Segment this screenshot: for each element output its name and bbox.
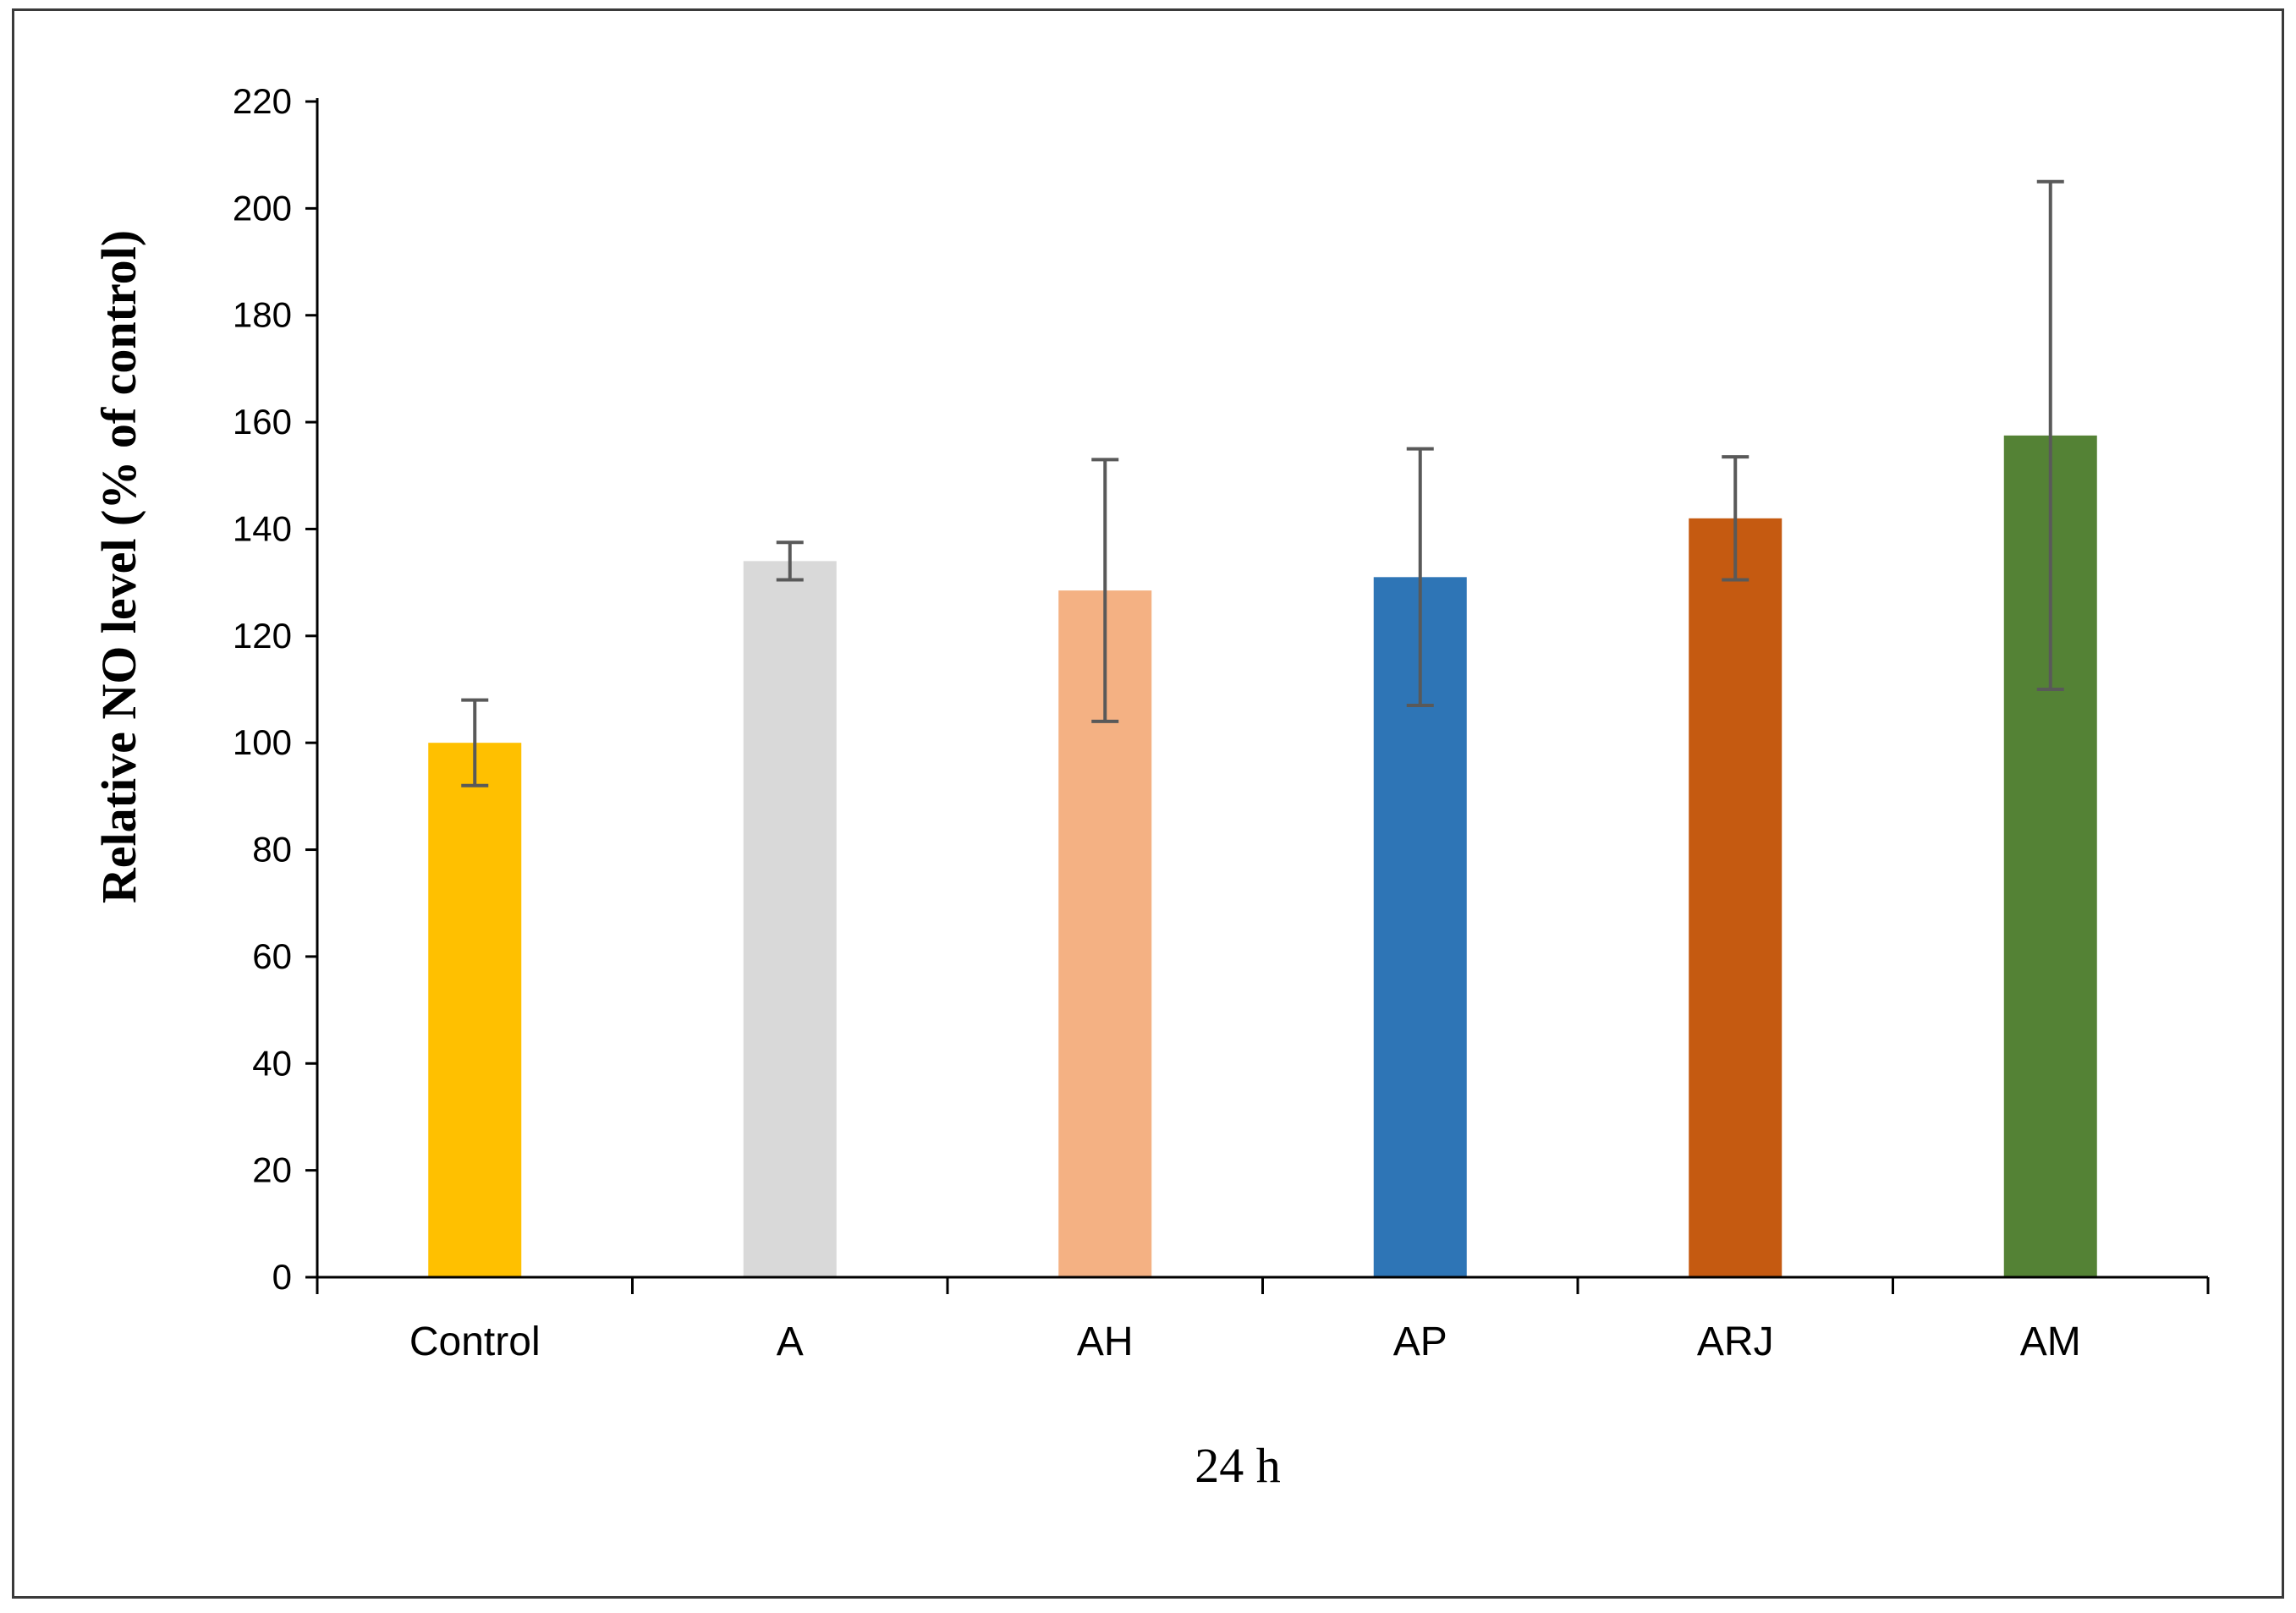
x-tick-label: ARJ — [1697, 1319, 1774, 1364]
bar-a — [743, 561, 837, 1277]
y-tick-label: 180 — [233, 295, 292, 335]
y-tick-label: 160 — [233, 402, 292, 442]
axes — [305, 98, 2208, 1279]
y-tick-label: 100 — [233, 722, 292, 762]
y-tick-label: 120 — [233, 616, 292, 656]
bar-arj — [1689, 518, 1782, 1277]
x-tick-label: AH — [1077, 1319, 1134, 1364]
x-axis-ticks: Control A AH AP ARJ AM — [316, 1277, 2210, 1364]
x-tick-label: Control — [409, 1319, 541, 1364]
y-tick-label: 220 — [233, 81, 292, 121]
y-tick-label: 0 — [272, 1257, 292, 1297]
y-tick-label: 80 — [252, 830, 292, 870]
x-tick-label: AM — [2020, 1319, 2081, 1364]
y-axis-ticks: 0 20 40 60 80 100 120 140 160 180 200 220 — [233, 81, 317, 1297]
x-tick-label: AP — [1393, 1319, 1447, 1364]
x-axis-title: 24 h — [1195, 1438, 1281, 1493]
y-tick-label: 20 — [252, 1150, 292, 1190]
y-axis-title: Relative NO level (% of control) — [91, 230, 146, 903]
error-bars — [461, 179, 2064, 787]
y-tick-label: 140 — [233, 508, 292, 548]
bars — [428, 435, 2097, 1277]
y-tick-label: 40 — [252, 1043, 292, 1083]
x-tick-label: A — [777, 1319, 804, 1364]
y-tick-label: 200 — [233, 188, 292, 228]
y-tick-label: 60 — [252, 936, 292, 976]
bar-control — [428, 743, 522, 1277]
